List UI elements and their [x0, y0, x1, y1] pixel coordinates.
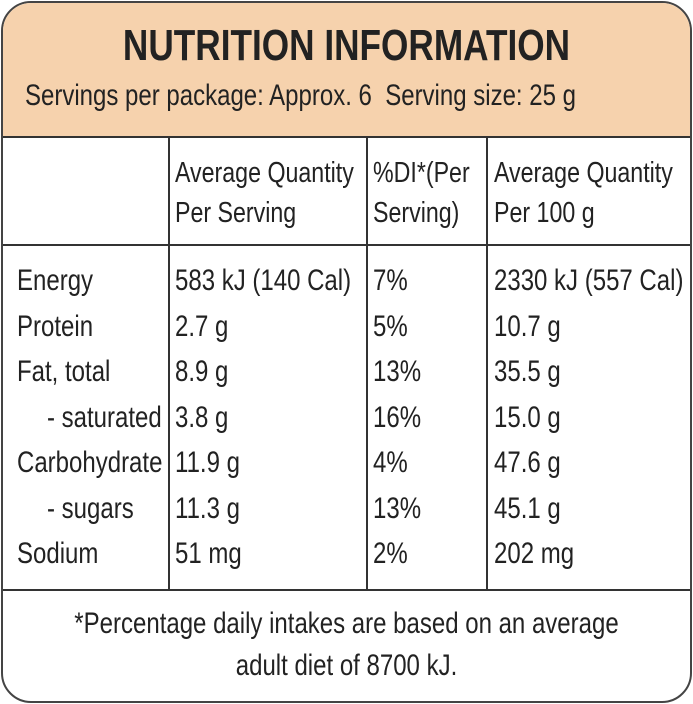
rule	[3, 244, 690, 246]
rule	[486, 136, 488, 589]
footnote: *Percentage daily intakes are based on a…	[74, 607, 619, 640]
column-header: %DI*(Per Serving)	[373, 157, 470, 229]
row-label: - saturated	[47, 400, 162, 434]
row-label: Sodium	[17, 537, 99, 570]
rule	[3, 589, 690, 591]
row-label: Carbohydrate	[17, 446, 163, 479]
column-header: Average Quantity Per Serving	[175, 157, 354, 229]
cell-value: 2.7 g	[175, 309, 229, 343]
cell-value: 583 kJ (140 Cal)	[175, 264, 352, 297]
serving-size: Serving size: 25 g	[385, 79, 576, 112]
cell-value: 2330 kJ (557 Cal)	[494, 264, 684, 297]
cell-value: 8.9 g	[175, 355, 229, 388]
column-header: Average Quantity Per 100 g	[494, 157, 673, 229]
cell-value: 15.0 g	[494, 400, 561, 434]
rule	[366, 136, 368, 589]
cell-value: 13%	[373, 491, 422, 525]
cell-value: 47.6 g	[494, 446, 561, 479]
cell-value: 5%	[373, 309, 408, 343]
footnote: adult diet of 8700 kJ.	[235, 649, 458, 682]
row-label: Fat, total	[17, 355, 111, 388]
cell-value: 7%	[373, 264, 408, 297]
cell-value: 11.9 g	[175, 446, 240, 479]
cell-value: 51 mg	[175, 537, 242, 570]
cell-value: 4%	[373, 446, 408, 479]
cell-value: 45.1 g	[494, 491, 561, 525]
servings: Servings per package: Approx. 6	[25, 79, 372, 112]
cell-value: 10.7 g	[494, 309, 561, 343]
cell-value: 11.3 g	[175, 491, 240, 525]
cell-value: 35.5 g	[494, 355, 561, 388]
cell-value: 202 mg	[494, 537, 575, 570]
cell-value: 2%	[373, 537, 408, 570]
title: NUTRITION INFORMATION	[122, 21, 571, 70]
cell-value: 16%	[373, 400, 422, 434]
panel-header: NUTRITION INFORMATION Servings per packa…	[3, 3, 690, 138]
serving-info: Servings per package: Approx. 6 Serving …	[25, 79, 576, 113]
cell-value: 13%	[373, 355, 422, 388]
rule	[168, 136, 170, 589]
row-label: - sugars	[47, 491, 134, 525]
cell-value: 3.8 g	[175, 400, 229, 434]
row-label: Protein	[17, 309, 94, 343]
row-label: Energy	[17, 264, 94, 297]
